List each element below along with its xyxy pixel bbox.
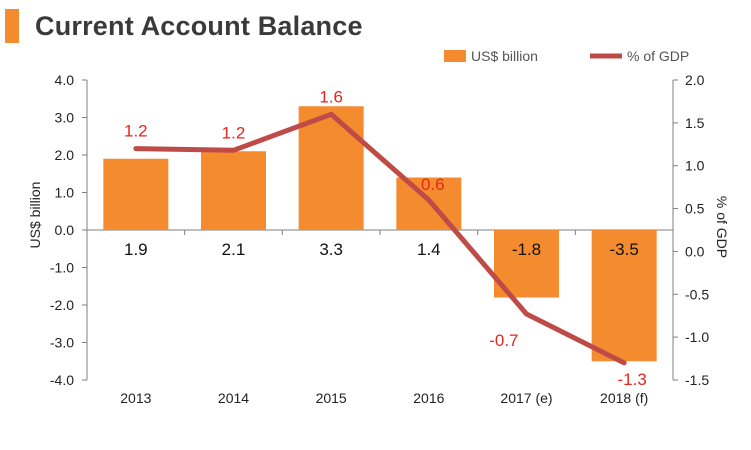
line-value-label: 1.6 bbox=[319, 87, 343, 106]
y-left-tick-label: -3.0 bbox=[50, 335, 74, 351]
y-left-tick-label: 2.0 bbox=[55, 147, 75, 163]
x-tick-label: 2016 bbox=[413, 390, 444, 406]
plot-area: -4.0 -3.0 -2.0 -1.0 0.0 1.0 2.0 3.0 4.0 -1.5 -1.0 -… bbox=[50, 72, 709, 406]
legend-bar-swatch bbox=[444, 50, 466, 62]
y-right-tick-label: -1.5 bbox=[685, 372, 709, 388]
y-right-tick-label: 2.0 bbox=[685, 72, 705, 88]
y-right-tick-label: 0.5 bbox=[685, 201, 705, 217]
y-right-tick-label: 0.0 bbox=[685, 243, 705, 259]
bar-value-label: 3.3 bbox=[319, 240, 343, 259]
bar-value-label: 1.4 bbox=[417, 240, 441, 259]
legend-line-label: % of GDP bbox=[627, 48, 689, 64]
legend-bar-label: US$ billion bbox=[471, 48, 538, 64]
x-tick-label: 2015 bbox=[316, 390, 347, 406]
chart-title: Current Account Balance bbox=[35, 10, 363, 41]
y-right-tick-label: 1.0 bbox=[685, 158, 705, 174]
line-value-label: -0.7 bbox=[489, 331, 518, 350]
legend: US$ billion % of GDP bbox=[444, 48, 689, 64]
bar-value-label: 1.9 bbox=[124, 240, 148, 259]
y-left-tick-label: 0.0 bbox=[55, 222, 75, 238]
y-right-axis-title: % of GDP bbox=[714, 196, 730, 258]
bar-value-label: -1.8 bbox=[512, 240, 541, 259]
y-right-tick-label: -1.0 bbox=[685, 329, 709, 345]
y-left-tick-label: -1.0 bbox=[50, 260, 74, 276]
y-left-tick-label: 3.0 bbox=[55, 110, 75, 126]
line-value-label: 0.6 bbox=[421, 175, 445, 194]
x-tick-label: 2018 (f) bbox=[600, 390, 648, 406]
x-tick-label: 2014 bbox=[218, 390, 249, 406]
y-left-tick-label: 4.0 bbox=[55, 72, 75, 88]
bar-2013 bbox=[103, 158, 169, 230]
y-right-tick-label: -0.5 bbox=[685, 286, 709, 302]
y-left-axis-title: US$ billion bbox=[27, 182, 43, 249]
bar-value-label: -3.5 bbox=[610, 240, 639, 259]
x-tick-label: 2017 (e) bbox=[500, 390, 552, 406]
line-value-label: 1.2 bbox=[124, 122, 148, 141]
y-right-tick-label: 1.5 bbox=[685, 115, 705, 131]
bar-2018-f bbox=[591, 230, 657, 362]
bar-2014 bbox=[201, 151, 266, 230]
title-block: Current Account Balance bbox=[5, 8, 363, 44]
line-value-label: -1.3 bbox=[618, 370, 647, 389]
bar-value-label: 2.1 bbox=[222, 240, 246, 259]
gdp-percent-line bbox=[133, 111, 627, 366]
title-accent-bar bbox=[5, 9, 19, 43]
y-left-tick-label: -4.0 bbox=[50, 372, 74, 388]
y-left-tick-label: 1.0 bbox=[55, 185, 75, 201]
y-left-tick-label: -2.0 bbox=[50, 297, 74, 313]
line-value-label: 1.2 bbox=[222, 123, 246, 142]
bar-2015 bbox=[298, 106, 364, 230]
x-tick-label: 2013 bbox=[120, 390, 151, 406]
